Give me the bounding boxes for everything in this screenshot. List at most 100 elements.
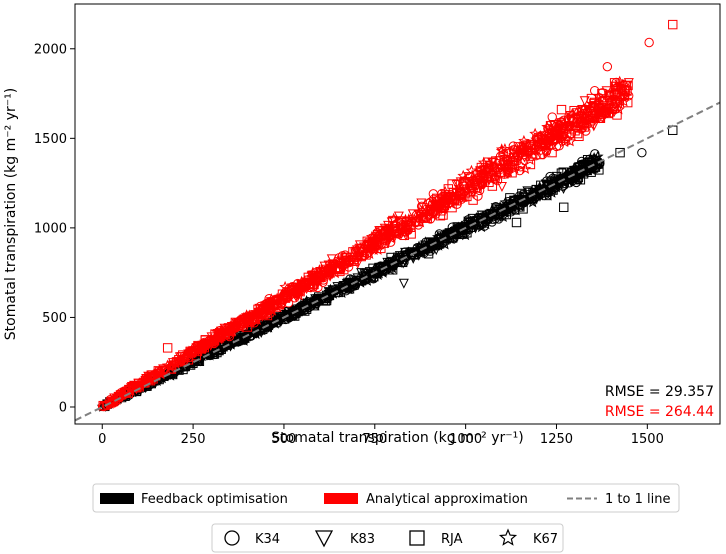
analytical-point bbox=[558, 135, 571, 148]
analytical-point bbox=[386, 217, 397, 228]
feedback-point bbox=[393, 256, 404, 267]
feedback-point bbox=[376, 264, 389, 276]
analytical-point bbox=[244, 317, 254, 327]
analytical-point bbox=[577, 114, 588, 125]
legend-label-analytical: Analytical approximation bbox=[366, 492, 528, 507]
outlier-point bbox=[597, 88, 607, 99]
analytical-point bbox=[106, 396, 117, 407]
analytical-point bbox=[489, 171, 501, 183]
outlier-point bbox=[511, 217, 522, 228]
analytical-point bbox=[244, 315, 255, 326]
analytical-point bbox=[298, 276, 311, 288]
outlier-point bbox=[644, 37, 654, 48]
analytical-point bbox=[547, 147, 557, 158]
feedback-point bbox=[462, 221, 473, 232]
legend-label-feedback: Feedback optimisation bbox=[141, 492, 288, 507]
square-marker-icon bbox=[409, 530, 425, 546]
feedback-point bbox=[218, 344, 229, 355]
analytical-point bbox=[307, 266, 319, 278]
legend-site-rja: RJA bbox=[441, 532, 463, 547]
feedback-point bbox=[359, 269, 370, 280]
analytical-point bbox=[403, 225, 413, 236]
analytical-point bbox=[332, 264, 343, 275]
feedback-point bbox=[271, 315, 284, 327]
analytical-point bbox=[425, 205, 436, 216]
analytical-point bbox=[517, 145, 528, 156]
analytical-point bbox=[134, 381, 144, 392]
analytical-point bbox=[237, 318, 247, 329]
outlier-point bbox=[602, 61, 613, 72]
analytical-point bbox=[524, 153, 536, 165]
feedback-point bbox=[459, 222, 471, 234]
analytical-point bbox=[326, 254, 337, 265]
analytical-point bbox=[487, 158, 498, 169]
analytical-point bbox=[529, 127, 541, 139]
y-tick-label: 500 bbox=[42, 311, 67, 326]
analytical-point bbox=[608, 91, 619, 102]
analytical-point bbox=[613, 75, 626, 87]
feedback-point bbox=[408, 249, 419, 259]
triangle-down-marker-icon bbox=[314, 530, 334, 548]
analytical-point bbox=[580, 105, 591, 116]
series-legend: Feedback optimisation Analytical approxi… bbox=[92, 483, 680, 513]
analytical-point bbox=[514, 152, 525, 163]
analytical-point bbox=[515, 151, 526, 162]
analytical-point bbox=[438, 210, 448, 220]
outlier-point bbox=[615, 147, 625, 158]
analytical-point bbox=[541, 146, 552, 156]
analytical-point bbox=[477, 162, 490, 174]
outlier-point bbox=[559, 202, 569, 212]
feedback-point bbox=[405, 247, 416, 258]
analytical-point bbox=[275, 294, 288, 306]
analytical-point bbox=[179, 351, 189, 361]
x-tick-label: 250 bbox=[181, 432, 206, 447]
analytical-point bbox=[564, 135, 577, 147]
analytical-point bbox=[451, 179, 462, 190]
feedback-point bbox=[450, 226, 461, 237]
feedback-point bbox=[402, 246, 415, 258]
analytical-point bbox=[510, 159, 521, 170]
analytical-point bbox=[502, 165, 515, 177]
analytical-point bbox=[469, 173, 482, 185]
analytical-point bbox=[551, 124, 561, 135]
analytical-point bbox=[566, 124, 576, 134]
x-tick-label: 0 bbox=[98, 432, 106, 447]
analytical-point bbox=[145, 373, 156, 383]
analytical-point bbox=[515, 159, 527, 172]
feedback-point bbox=[485, 205, 498, 217]
analytical-point bbox=[623, 78, 634, 89]
feedback-point bbox=[370, 267, 381, 278]
analytical-point bbox=[192, 346, 203, 357]
analytical-point bbox=[478, 171, 489, 182]
analytical-point bbox=[427, 199, 438, 210]
y-tick-label: 2000 bbox=[34, 42, 67, 57]
analytical-point bbox=[283, 288, 296, 300]
feedback-point bbox=[258, 320, 269, 331]
x-tick-label: 1000 bbox=[449, 432, 482, 447]
analytical-point bbox=[512, 150, 523, 161]
analytical-point bbox=[264, 296, 277, 308]
legend-site-k67: K67 bbox=[533, 532, 558, 547]
analytical-point bbox=[564, 116, 574, 126]
analytical-point bbox=[452, 179, 463, 190]
analytical-point bbox=[98, 400, 108, 411]
feedback-point bbox=[581, 163, 592, 174]
legend-site-k83: K83 bbox=[350, 532, 375, 547]
analytical-point bbox=[541, 139, 554, 151]
analytical-point bbox=[265, 305, 276, 316]
analytical-point bbox=[579, 122, 589, 132]
feedback-point bbox=[356, 268, 367, 279]
analytical-point bbox=[357, 244, 367, 254]
analytical-point bbox=[584, 112, 596, 124]
analytical-point bbox=[179, 351, 192, 363]
feedback-point bbox=[452, 223, 465, 235]
analytical-point bbox=[213, 329, 226, 341]
analytical-point bbox=[526, 139, 536, 150]
analytical-point bbox=[459, 184, 470, 194]
analytical-point bbox=[167, 364, 177, 374]
analytical-point bbox=[254, 303, 265, 314]
legend-label-reference: 1 to 1 line bbox=[605, 492, 670, 507]
analytical-point bbox=[261, 299, 274, 311]
outlier-point bbox=[398, 278, 409, 289]
feedback-point bbox=[344, 280, 355, 291]
